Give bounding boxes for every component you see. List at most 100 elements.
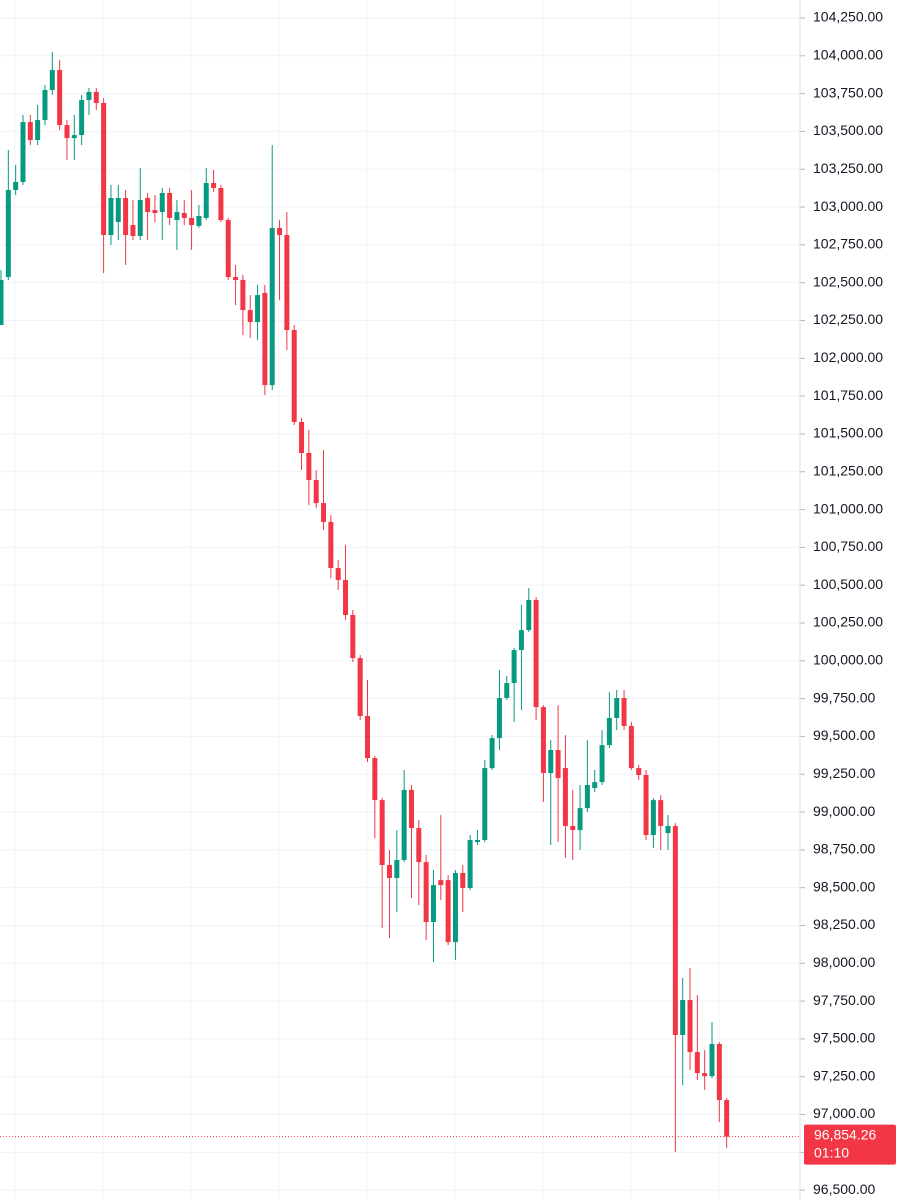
y-tick-label: 103,250.00 (813, 160, 883, 176)
candle-body (489, 738, 495, 769)
candle-body (702, 1073, 708, 1077)
candle-body (101, 102, 107, 236)
candle-body (533, 600, 539, 708)
countdown-label: 01:10 (814, 1144, 849, 1160)
candle-body (724, 1100, 730, 1137)
candle-body (203, 183, 209, 218)
candle-body (562, 768, 568, 826)
y-tick-label: 97,750.00 (813, 992, 875, 1008)
y-tick-label: 99,000.00 (813, 803, 875, 819)
candle-body (27, 122, 33, 141)
candle-body (130, 225, 136, 236)
candle-body (0, 279, 4, 326)
y-tick-label: 104,000.00 (813, 47, 883, 63)
candle-body (196, 215, 202, 226)
y-tick-label: 103,500.00 (813, 122, 883, 138)
candle-body (452, 873, 458, 943)
candle-body (365, 716, 370, 759)
y-tick-label: 98,250.00 (813, 916, 875, 932)
candle-body (247, 310, 253, 323)
candle-body (152, 210, 158, 213)
candle-body (277, 227, 283, 236)
candle-body (35, 119, 41, 141)
y-tick-label: 101,750.00 (813, 387, 883, 403)
candle-body (343, 580, 349, 615)
candle-body (255, 295, 261, 323)
candle-body (79, 99, 85, 136)
candle-body (137, 199, 143, 236)
y-tick-label: 97,250.00 (813, 1067, 875, 1083)
candle-body (430, 885, 436, 923)
y-tick-label: 99,500.00 (813, 727, 875, 743)
candle-body (174, 212, 180, 221)
last-price-label: 96,854.26 (814, 1126, 876, 1142)
y-tick-label: 100,000.00 (813, 652, 883, 668)
candle-body (540, 707, 546, 774)
y-tick-label: 97,500.00 (813, 1030, 875, 1046)
candle-body (13, 181, 19, 190)
y-tick-label: 101,250.00 (813, 462, 883, 478)
candle-body (167, 192, 173, 218)
y-tick-label: 98,500.00 (813, 878, 875, 894)
candle-body (284, 235, 290, 331)
y-tick-label: 102,750.00 (813, 236, 883, 252)
candle-body (672, 825, 678, 1035)
candle-body (42, 89, 48, 120)
candle-body (233, 277, 239, 280)
candle-body (423, 862, 429, 923)
candle-body (313, 480, 319, 504)
y-tick-label: 101,500.00 (813, 425, 883, 441)
candle-body (548, 750, 554, 774)
candle-body (709, 1044, 715, 1077)
candle-body (584, 784, 590, 809)
candle-body (577, 808, 583, 831)
candle-body (328, 521, 334, 569)
candle-body (159, 192, 165, 213)
candle-body (57, 70, 63, 126)
candle-body (445, 880, 451, 943)
candle-body (518, 630, 524, 651)
candle-body (658, 800, 664, 826)
candle-body (20, 122, 26, 182)
y-tick-label: 100,500.00 (813, 576, 883, 592)
candle-body (408, 789, 414, 829)
candle-body (93, 91, 99, 103)
y-tick-label: 99,750.00 (813, 689, 875, 705)
candle-body (716, 1044, 722, 1101)
candle-body (71, 135, 77, 139)
y-tick-label: 96,500.00 (813, 1181, 875, 1197)
y-tick-label: 102,250.00 (813, 311, 883, 327)
candle-body (438, 880, 444, 886)
y-tick-label: 97,000.00 (813, 1105, 875, 1121)
y-tick-label: 102,500.00 (813, 273, 883, 289)
candle-body (650, 800, 656, 836)
candle-body (299, 421, 305, 453)
candle-body (614, 698, 620, 718)
y-tick-label: 100,250.00 (813, 614, 883, 630)
candle-body (592, 782, 598, 789)
y-tick-label: 98,000.00 (813, 954, 875, 970)
candle-body (211, 183, 217, 189)
candle-body (401, 789, 407, 860)
candle-body (460, 873, 466, 888)
candle-body (49, 70, 55, 90)
candle-body (86, 91, 92, 100)
candle-body (386, 864, 392, 878)
candle-body (181, 212, 187, 218)
candle-body (269, 227, 275, 386)
y-tick-label: 101,000.00 (813, 500, 883, 516)
candle-body (636, 768, 642, 775)
candle-body (665, 825, 671, 834)
candle-body (643, 774, 649, 836)
candle-body (504, 683, 510, 699)
y-tick-label: 98,750.00 (813, 841, 875, 857)
y-tick-label: 104,250.00 (813, 9, 883, 25)
candle-body (482, 768, 488, 841)
candle-body (357, 658, 363, 717)
candle-body (291, 330, 297, 422)
y-tick-label: 99,250.00 (813, 765, 875, 781)
y-tick-label: 102,000.00 (813, 349, 883, 365)
